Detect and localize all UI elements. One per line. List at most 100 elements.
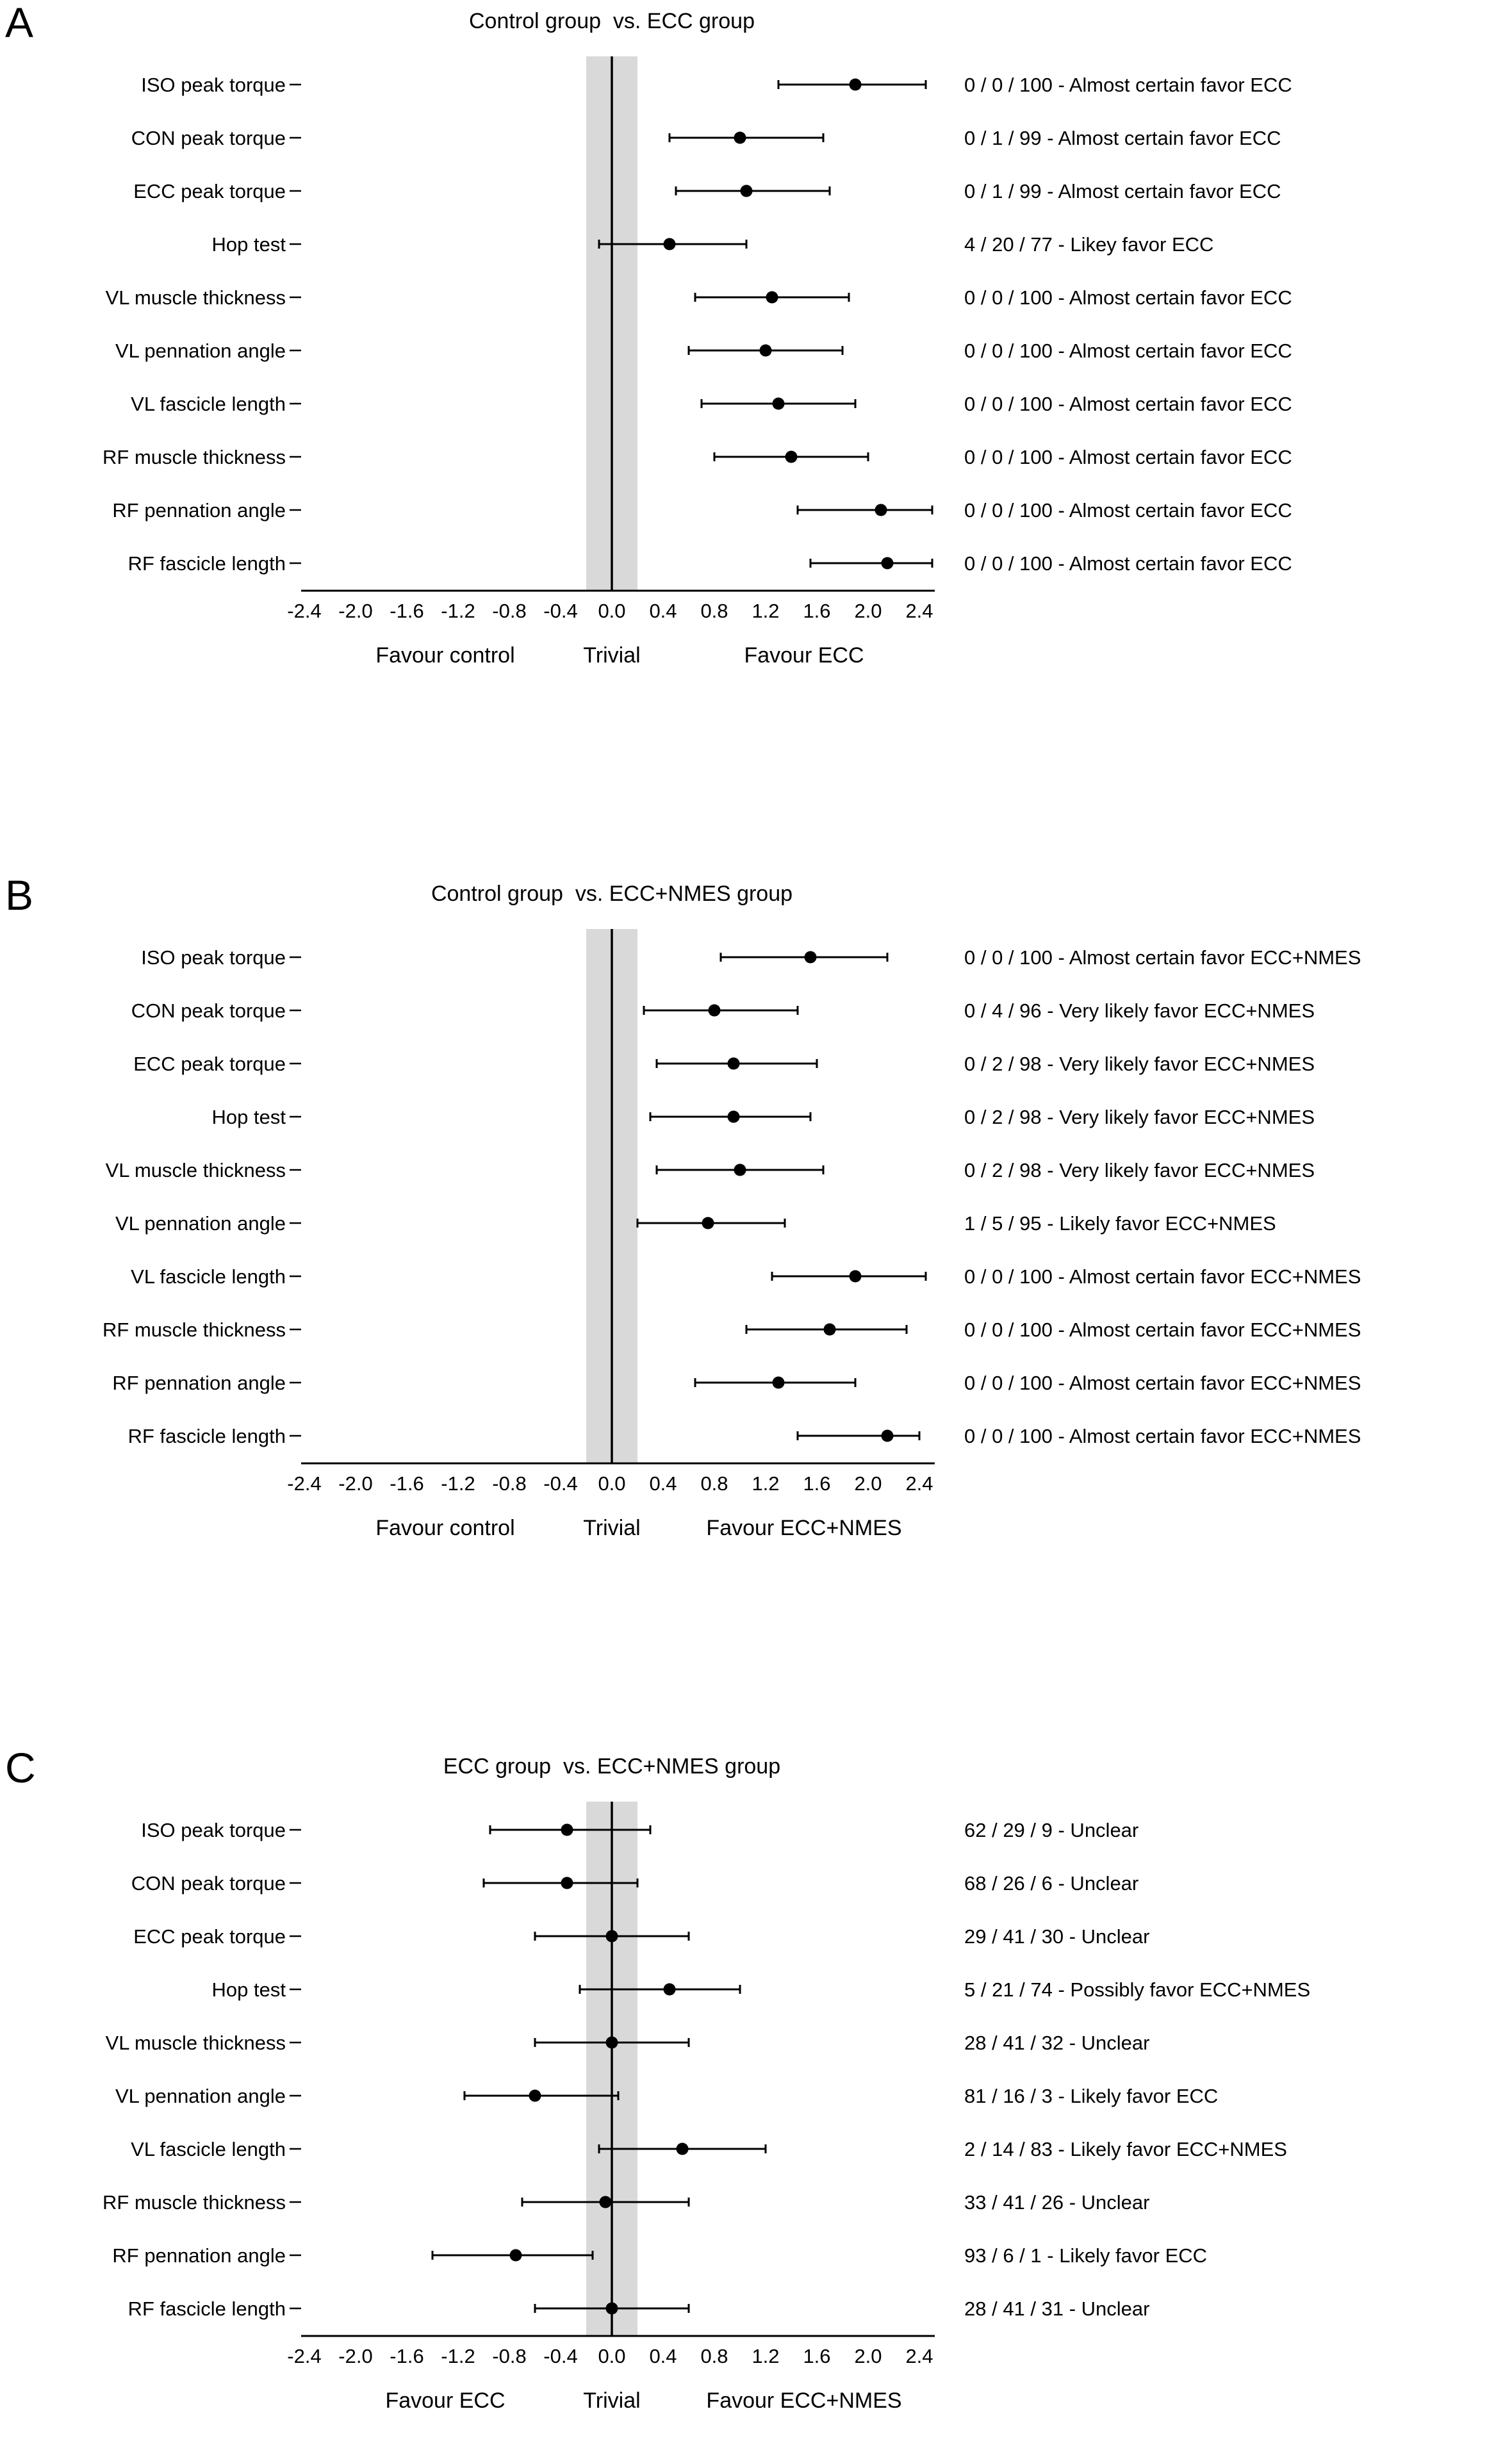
x-tick-label: 0.0 [598, 1472, 625, 1495]
region-label-left: Favour control [375, 643, 514, 668]
x-tick-label: 1.2 [752, 2345, 779, 2367]
point-estimate [599, 2196, 612, 2208]
row-label: RF muscle thickness [103, 2191, 286, 2214]
row-label: VL fascicle length [131, 2138, 286, 2160]
x-tick-label: -2.0 [338, 600, 372, 622]
x-tick-label: 0.4 [649, 600, 677, 622]
panel-b-plot: ISO peak torque 0 / 0 / 100 - Almost cert… [103, 929, 1361, 1540]
row-label: RF pennation angle [112, 1372, 286, 1394]
forest-row [649, 1110, 812, 1123]
x-tick-label: -0.8 [492, 600, 526, 622]
probability-annotation: 29 / 41 / 30 - Unclear [964, 1925, 1150, 1948]
panel-a-letter: A [5, 0, 34, 46]
row-label: VL fascicle length [131, 393, 286, 415]
probability-annotation: 0 / 0 / 100 - Almost certain favor ECC [964, 393, 1292, 415]
probability-annotation: 0 / 0 / 100 - Almost certain favor ECC+N… [964, 1319, 1361, 1341]
forest-row [713, 450, 869, 463]
row-label: Hop test [212, 1106, 286, 1128]
probability-annotation: 0 / 2 / 98 - Very likely favor ECC+NMES [964, 1053, 1315, 1075]
probability-annotation: 0 / 2 / 98 - Very likely favor ECC+NMES [964, 1106, 1315, 1128]
x-tick-label: 1.6 [803, 2345, 830, 2367]
forest-row [643, 1004, 799, 1017]
x-tick-label: -2.4 [287, 2345, 321, 2367]
x-tick-label: -1.6 [390, 1472, 423, 1495]
region-label-left: Favour ECC [385, 2388, 505, 2413]
x-tick-label: -0.4 [543, 600, 577, 622]
point-estimate [561, 1877, 573, 1889]
probability-annotation: 28 / 41 / 31 - Unclear [964, 2298, 1150, 2320]
point-estimate [881, 1429, 894, 1442]
row-label: ISO peak torque [141, 1819, 286, 1841]
panel-c-letter: C [5, 1744, 36, 1791]
point-estimate [663, 238, 676, 251]
forest-row [745, 1323, 908, 1336]
forest-row [694, 291, 850, 304]
row-label: RF fascicle length [128, 552, 286, 575]
forest-row [655, 1163, 825, 1176]
forest-row [719, 951, 889, 964]
point-estimate [605, 2036, 618, 2049]
point-estimate [676, 2142, 689, 2155]
forest-row [809, 557, 933, 570]
x-tick-label: 2.0 [854, 1472, 882, 1495]
forest-row [534, 1930, 690, 1943]
probability-annotation: 68 / 26 / 6 - Unclear [964, 1872, 1138, 1895]
probability-annotation: 0 / 0 / 100 - Almost certain favor ECC [964, 74, 1292, 96]
point-estimate [727, 1110, 740, 1123]
forest-row [598, 2142, 767, 2155]
forest-row [534, 2302, 690, 2315]
point-estimate [881, 557, 894, 570]
row-label: ECC peak torque [133, 180, 286, 202]
point-estimate [663, 1983, 676, 1996]
point-estimate [875, 504, 887, 516]
forest-row [598, 238, 748, 251]
x-tick-label: 0.4 [649, 2345, 677, 2367]
row-label: VL pennation angle [115, 2085, 286, 2107]
row-label: CON peak torque [131, 1872, 286, 1895]
x-tick-label: 0.0 [598, 2345, 625, 2367]
row-label: RF fascicle length [128, 2298, 286, 2320]
forest-row [521, 2196, 690, 2208]
x-tick-label: -1.6 [390, 600, 423, 622]
forest-row [796, 1429, 921, 1442]
row-label: RF pennation angle [112, 2244, 286, 2267]
point-estimate [509, 2249, 522, 2262]
probability-annotation: 0 / 2 / 98 - Very likely favor ECC+NMES [964, 1159, 1315, 1181]
region-label-center: Trivial [583, 2388, 640, 2413]
x-tick-label: 0.0 [598, 600, 625, 622]
probability-annotation: 33 / 41 / 26 - Unclear [964, 2191, 1150, 2214]
x-tick-label: -2.0 [338, 1472, 372, 1495]
point-estimate [823, 1323, 836, 1336]
x-tick-label: 1.2 [752, 600, 779, 622]
probability-annotation: 0 / 1 / 99 - Almost certain favor ECC [964, 127, 1281, 149]
row-label: VL muscle thickness [106, 286, 286, 309]
row-label: RF fascicle length [128, 1425, 286, 1447]
probability-annotation: 81 / 16 / 3 - Likely favor ECC [964, 2085, 1218, 2107]
row-label: VL muscle thickness [106, 1159, 286, 1181]
point-estimate [772, 397, 785, 410]
row-label: RF pennation angle [112, 499, 286, 522]
probability-annotation: 0 / 0 / 100 - Almost certain favor ECC+N… [964, 1265, 1361, 1288]
point-estimate [766, 291, 778, 304]
point-estimate [734, 1163, 746, 1176]
x-tick-label: 2.4 [905, 600, 933, 622]
probability-annotation: 0 / 0 / 100 - Almost certain favor ECC+N… [964, 1425, 1361, 1447]
probability-annotation: 93 / 6 / 1 - Likely favor ECC [964, 2244, 1207, 2267]
forest-row [463, 2089, 620, 2102]
point-estimate [759, 344, 772, 357]
panel-b-letter: B [5, 871, 34, 919]
probability-annotation: 5 / 21 / 74 - Possibly favor ECC+NMES [964, 1978, 1310, 2001]
forest-row [636, 1217, 786, 1229]
forest-row [482, 1877, 639, 1889]
x-tick-label: 0.4 [649, 1472, 677, 1495]
region-label-right: Favour ECC+NMES [706, 1516, 901, 1540]
x-tick-label: -1.6 [390, 2345, 423, 2367]
row-label: RF muscle thickness [103, 1319, 286, 1341]
point-estimate [785, 450, 798, 463]
row-label: CON peak torque [131, 999, 286, 1022]
probability-annotation: 28 / 41 / 32 - Unclear [964, 2032, 1150, 2054]
x-tick-label: -1.2 [441, 600, 475, 622]
point-estimate [804, 951, 817, 964]
panel-a-plot: ISO peak torque 0 / 0 / 100 - Almost cert… [103, 56, 1292, 668]
point-estimate [708, 1004, 721, 1017]
